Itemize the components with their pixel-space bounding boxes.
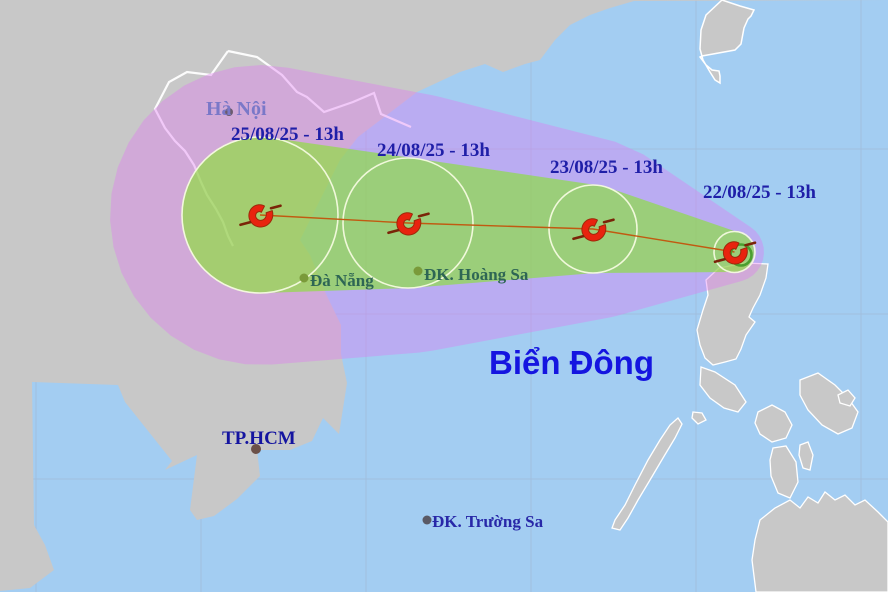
svg-text:Biển Đông: Biển Đông [489, 344, 654, 381]
svg-text:22/08/25 - 13h: 22/08/25 - 13h [703, 182, 816, 203]
svg-text:ĐK. Trường Sa: ĐK. Trường Sa [432, 512, 544, 531]
svg-text:24/08/25 - 13h: 24/08/25 - 13h [377, 140, 490, 161]
svg-text:Hà Nội: Hà Nội [206, 98, 267, 120]
svg-text:23/08/25 - 13h: 23/08/25 - 13h [550, 157, 663, 178]
svg-text:ĐK. Hoàng Sa: ĐK. Hoàng Sa [424, 265, 529, 284]
svg-text:25/08/25 - 13h: 25/08/25 - 13h [231, 124, 344, 145]
svg-text:Đà Nẵng: Đà Nẵng [310, 271, 374, 290]
svg-text:TP.HCM: TP.HCM [222, 428, 296, 449]
